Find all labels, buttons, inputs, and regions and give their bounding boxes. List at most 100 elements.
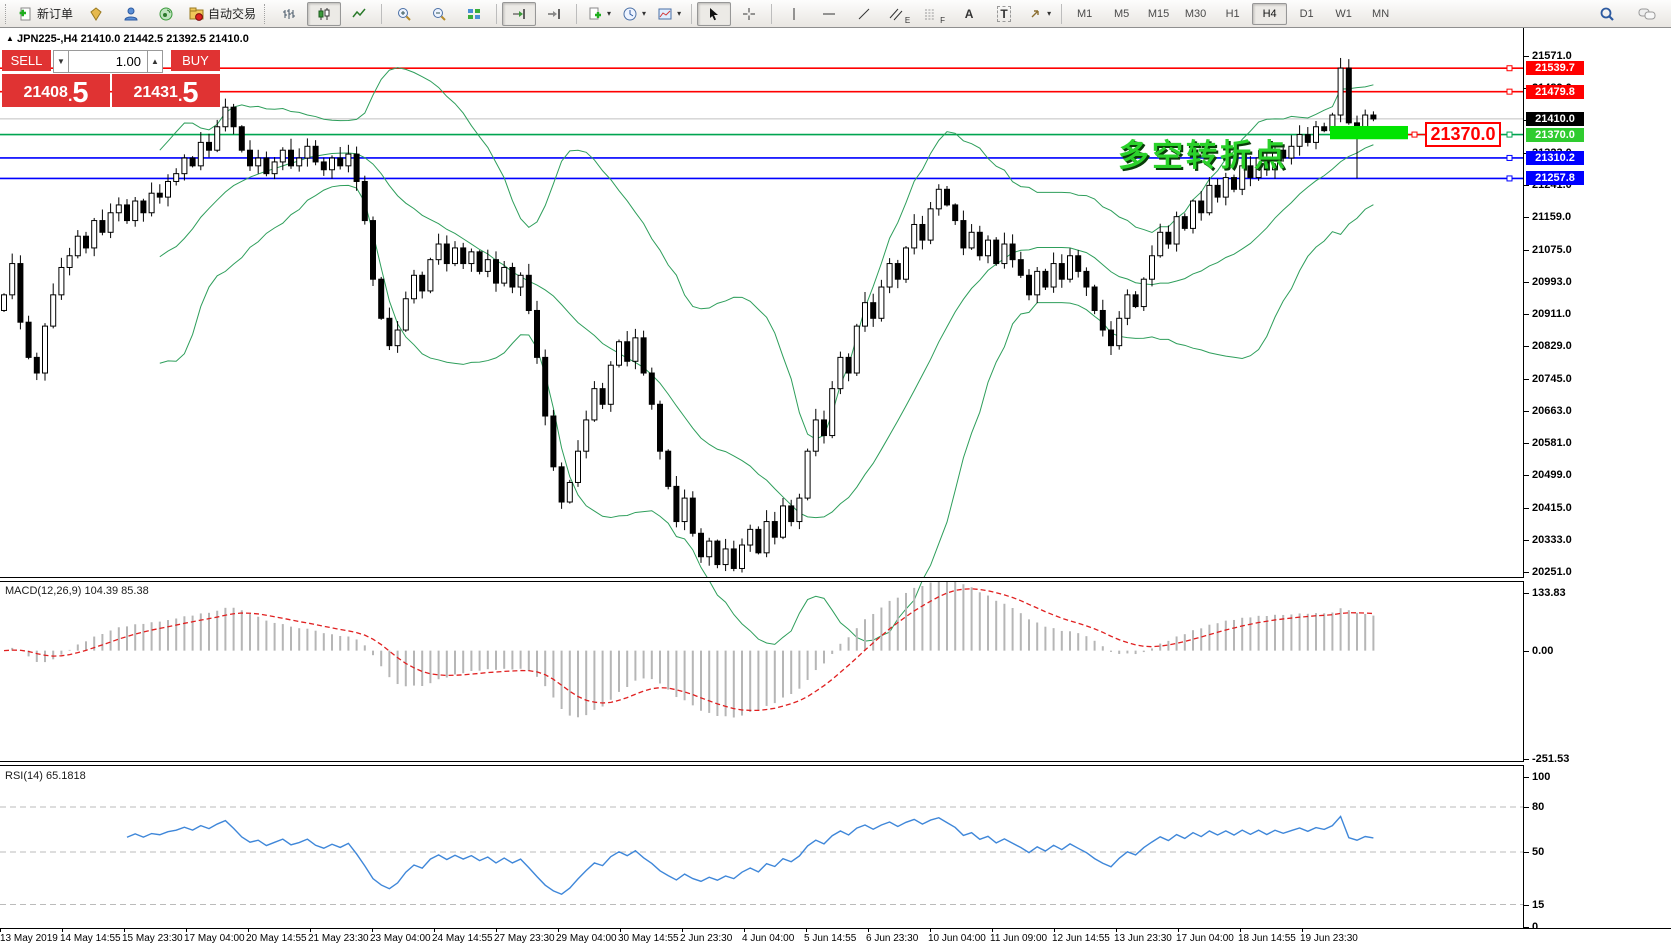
gem-icon bbox=[90, 6, 102, 21]
crosshair-button[interactable] bbox=[732, 2, 766, 26]
profile-button[interactable] bbox=[114, 2, 148, 26]
timeframe-button-mn[interactable]: MN bbox=[1372, 7, 1390, 20]
trendline-tool-button[interactable] bbox=[847, 2, 881, 26]
axis-tick-label: 20415.0 bbox=[1532, 501, 1572, 514]
price-level-badge: 21410.0 bbox=[1526, 111, 1584, 126]
horizontal-line-tool-button[interactable] bbox=[812, 2, 846, 26]
green-zone-rectangle[interactable] bbox=[1330, 125, 1408, 140]
axis-tick-mark bbox=[1524, 281, 1529, 283]
timeframe-button-w1[interactable]: W1 bbox=[1335, 7, 1352, 20]
arrows-tool-button[interactable]: ▾ bbox=[1022, 2, 1056, 26]
time-tick-label: 21 May 23:30 bbox=[308, 933, 369, 944]
axis-tick-mark bbox=[1524, 904, 1529, 906]
vertical-line-tool-button[interactable] bbox=[777, 2, 811, 26]
axis-tick-mark bbox=[1524, 777, 1529, 778]
chat-button[interactable] bbox=[1630, 2, 1664, 26]
buy-button[interactable]: BUY bbox=[171, 50, 220, 73]
sell-price-display[interactable]: 21408. 5 bbox=[2, 74, 110, 108]
time-tick-mark bbox=[1054, 929, 1055, 932]
axis-tick-label: 21075.0 bbox=[1532, 243, 1572, 256]
auto-scroll-icon bbox=[513, 8, 525, 19]
gem-button[interactable] bbox=[79, 2, 113, 26]
time-tick-label: 12 Jun 14:55 bbox=[1052, 933, 1110, 944]
channel-icon bbox=[889, 8, 903, 20]
new-order-button[interactable]: 新订单 bbox=[13, 2, 78, 26]
volume-input[interactable] bbox=[69, 50, 147, 73]
zoom-out-button[interactable] bbox=[422, 2, 456, 26]
time-tick-label: 11 Jun 09:00 bbox=[990, 933, 1048, 944]
axis-tick-mark bbox=[1524, 410, 1529, 412]
candlestick-chart-button[interactable] bbox=[307, 1, 342, 26]
toolbar-grip[interactable] bbox=[5, 3, 10, 24]
bar-chart-button[interactable] bbox=[272, 2, 306, 26]
ohlc-values: 21410.0 21442.5 21392.5 21410.0 bbox=[80, 33, 249, 45]
channel-tool-button[interactable]: E bbox=[882, 2, 916, 26]
templates-button[interactable]: ▾ bbox=[652, 2, 686, 26]
periods-button[interactable]: ▾ bbox=[617, 2, 651, 26]
time-tick-mark bbox=[124, 929, 125, 932]
axis-tick-label: 20333.0 bbox=[1532, 533, 1572, 546]
axis-tick-mark bbox=[1524, 758, 1529, 760]
toolbar-separator bbox=[576, 3, 578, 24]
axis-tick-mark bbox=[1524, 807, 1529, 808]
timeframe-button-m5[interactable]: M5 bbox=[1113, 7, 1130, 20]
signal-button[interactable] bbox=[149, 2, 183, 26]
macd-histogram bbox=[11, 582, 1375, 718]
price-axis[interactable]: 21571.021489.021407.021323.021241.021159… bbox=[1524, 28, 1671, 933]
buy-price-display[interactable]: 21431. 5 bbox=[112, 74, 220, 108]
horizontal-level-lines[interactable] bbox=[0, 65, 1523, 182]
buy-price-dot: . bbox=[177, 88, 183, 105]
time-tick-mark bbox=[434, 929, 435, 932]
macd-values: 104.39 85.38 bbox=[84, 585, 149, 597]
indicators-button[interactable]: ▾ bbox=[582, 2, 616, 26]
line-chart-button[interactable] bbox=[342, 2, 376, 26]
time-tick-label: 2 Jun 23:30 bbox=[680, 933, 733, 944]
price-callout-label[interactable]: 21370.0 bbox=[1425, 122, 1501, 147]
dropdown-caret: ▾ bbox=[642, 9, 647, 18]
chart-shift-button[interactable] bbox=[537, 2, 571, 26]
timeframe-button-m1[interactable]: M1 bbox=[1076, 7, 1093, 20]
pane-splitter-rsi[interactable] bbox=[0, 761, 1671, 766]
label-tool-button[interactable]: T bbox=[987, 2, 1021, 26]
pane-splitter-macd[interactable] bbox=[0, 577, 1671, 582]
axis-tick-label: 20911.0 bbox=[1532, 307, 1572, 320]
autotrading-button[interactable]: 自动交易 bbox=[184, 2, 261, 26]
vertical-line-icon bbox=[793, 7, 795, 20]
search-button[interactable] bbox=[1590, 2, 1624, 26]
time-tick-label: 29 May 04:00 bbox=[556, 933, 617, 944]
volume-increase-button[interactable]: ▲ bbox=[147, 50, 163, 73]
axis-tick-mark bbox=[1524, 346, 1529, 348]
text-tool-button[interactable]: A bbox=[952, 2, 986, 26]
callout-connector-handle[interactable] bbox=[1411, 131, 1418, 138]
axis-tick-label: 50 bbox=[1532, 846, 1545, 858]
sell-button[interactable]: SELL bbox=[2, 50, 51, 73]
axis-tick-label: 0.00 bbox=[1532, 644, 1554, 657]
fibonacci-tool-button[interactable]: F bbox=[917, 2, 951, 26]
volume-decrease-button[interactable]: ▼ bbox=[53, 50, 69, 73]
auto-scroll-button[interactable] bbox=[502, 1, 537, 26]
new-order-label: 新订单 bbox=[37, 7, 74, 21]
timeframe-button-d1[interactable]: D1 bbox=[1299, 7, 1314, 20]
one-click-trading-panel: SELL ▼ ▲ BUY 21408.5 21431.5 bbox=[2, 50, 220, 108]
timeframe-button-m30[interactable]: M30 bbox=[1184, 7, 1207, 20]
axis-tick-label: 20829.0 bbox=[1532, 340, 1572, 353]
tile-windows-button[interactable] bbox=[457, 2, 491, 26]
time-tick-mark bbox=[806, 929, 807, 932]
cursor-button[interactable] bbox=[697, 1, 732, 26]
horizontal-line-icon bbox=[823, 13, 836, 14]
toolbar-grip[interactable] bbox=[264, 3, 269, 24]
profile-icon bbox=[124, 7, 138, 20]
time-tick-label: 5 Jun 14:55 bbox=[804, 933, 857, 944]
timeframe-button-h1[interactable]: H1 bbox=[1225, 7, 1240, 20]
chart-text-annotation[interactable]: 多空转折点 bbox=[1118, 138, 1288, 173]
time-axis[interactable]: 13 May 2019 14 May 14:55 15 May 23:30 17 Ma… bbox=[0, 928, 1671, 947]
dropdown-caret: ▾ bbox=[1047, 9, 1052, 18]
timeframe-button-m15[interactable]: M15 bbox=[1147, 7, 1170, 20]
axis-tick-label: 0 bbox=[1532, 921, 1539, 933]
time-tick-mark bbox=[186, 929, 187, 932]
zoom-in-button[interactable] bbox=[387, 2, 421, 26]
collapse-triangle-icon[interactable]: ▲ bbox=[6, 34, 14, 43]
timeframe-button-h4[interactable]: H4 bbox=[1252, 2, 1288, 25]
